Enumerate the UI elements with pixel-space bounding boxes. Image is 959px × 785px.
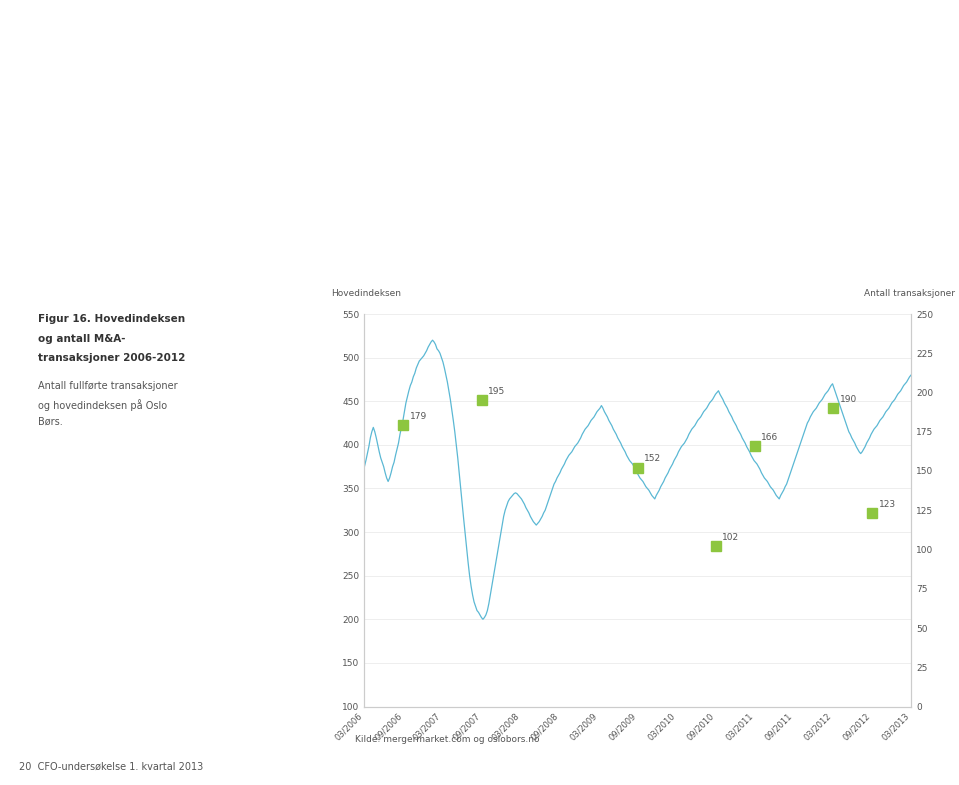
Text: Antall transaksjoner: Antall transaksjoner	[864, 290, 955, 298]
Text: transaksjoner 2006-2012: transaksjoner 2006-2012	[38, 353, 186, 363]
Text: 179: 179	[410, 412, 428, 421]
Text: 152: 152	[644, 455, 662, 463]
Text: 190: 190	[839, 395, 856, 403]
Text: 195: 195	[488, 387, 505, 396]
Text: og antall M&A-: og antall M&A-	[38, 334, 126, 344]
Text: 166: 166	[761, 433, 779, 441]
Text: 123: 123	[878, 500, 896, 509]
Text: 102: 102	[722, 533, 739, 542]
Text: Antall fullførte transaksjoner: Antall fullførte transaksjoner	[38, 381, 178, 391]
Text: Kilde: mergermarket.com og oslobors.no: Kilde: mergermarket.com og oslobors.no	[355, 735, 539, 744]
Text: og hovedindeksen på Oslo: og hovedindeksen på Oslo	[38, 399, 168, 411]
Text: Figur 16. Hovedindeksen: Figur 16. Hovedindeksen	[38, 314, 185, 324]
Text: Børs.: Børs.	[38, 417, 63, 427]
Text: Hovedindeksen: Hovedindeksen	[332, 290, 402, 298]
Text: 20  CFO-undersøkelse 1. kvartal 2013: 20 CFO-undersøkelse 1. kvartal 2013	[19, 761, 203, 772]
